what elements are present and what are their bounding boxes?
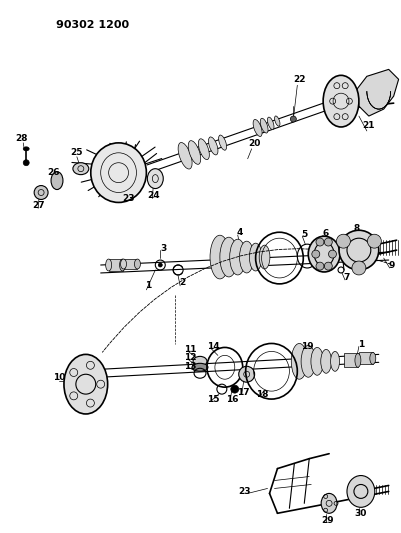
Text: 15: 15 — [207, 394, 219, 403]
Text: 4: 4 — [237, 228, 243, 237]
Polygon shape — [109, 259, 123, 271]
Text: 10: 10 — [53, 373, 65, 382]
Ellipse shape — [316, 238, 324, 246]
Ellipse shape — [311, 348, 324, 375]
Text: 12: 12 — [184, 353, 196, 362]
Text: 22: 22 — [293, 75, 306, 84]
Ellipse shape — [275, 116, 280, 126]
Ellipse shape — [290, 116, 296, 122]
Text: 19: 19 — [301, 342, 314, 351]
Ellipse shape — [91, 143, 146, 203]
Polygon shape — [359, 352, 373, 365]
Ellipse shape — [367, 234, 381, 248]
Ellipse shape — [209, 137, 218, 155]
Ellipse shape — [119, 259, 126, 271]
Ellipse shape — [249, 243, 262, 271]
Ellipse shape — [347, 475, 375, 507]
Ellipse shape — [336, 234, 350, 248]
Text: 21: 21 — [363, 122, 375, 131]
Text: 3: 3 — [160, 244, 166, 253]
Ellipse shape — [352, 261, 366, 275]
Text: 27: 27 — [32, 201, 45, 210]
Ellipse shape — [259, 245, 270, 269]
Ellipse shape — [121, 259, 127, 269]
Text: 90302 1200: 90302 1200 — [56, 20, 129, 30]
Text: 7: 7 — [344, 273, 350, 282]
Ellipse shape — [34, 185, 48, 199]
Ellipse shape — [51, 172, 63, 190]
Text: 20: 20 — [249, 139, 261, 148]
Ellipse shape — [324, 262, 332, 270]
Ellipse shape — [321, 494, 337, 513]
Ellipse shape — [308, 236, 340, 272]
Ellipse shape — [193, 357, 207, 366]
Ellipse shape — [219, 135, 227, 150]
Ellipse shape — [301, 345, 316, 377]
Text: 1: 1 — [145, 281, 152, 290]
Text: 26: 26 — [47, 168, 59, 177]
Ellipse shape — [312, 250, 320, 258]
Ellipse shape — [192, 364, 208, 372]
Ellipse shape — [260, 118, 268, 133]
Ellipse shape — [158, 263, 162, 267]
Text: 2: 2 — [179, 278, 185, 287]
Ellipse shape — [23, 147, 29, 151]
Ellipse shape — [291, 343, 307, 379]
Text: 17: 17 — [237, 387, 250, 397]
Ellipse shape — [253, 119, 262, 136]
Text: 8: 8 — [354, 224, 360, 233]
Text: 9: 9 — [389, 261, 395, 270]
Ellipse shape — [73, 163, 89, 175]
Text: 30: 30 — [355, 509, 367, 518]
Ellipse shape — [23, 160, 29, 166]
Text: 23: 23 — [122, 194, 135, 203]
Text: 23: 23 — [239, 487, 251, 496]
Ellipse shape — [178, 142, 192, 169]
Ellipse shape — [230, 239, 246, 275]
Text: 29: 29 — [321, 516, 333, 524]
Ellipse shape — [134, 259, 140, 269]
Text: 24: 24 — [147, 191, 160, 200]
Text: 13: 13 — [184, 362, 196, 371]
Text: 5: 5 — [301, 230, 308, 239]
Ellipse shape — [210, 235, 230, 279]
Polygon shape — [124, 259, 138, 269]
Text: 18: 18 — [256, 390, 269, 399]
Ellipse shape — [188, 141, 201, 164]
Ellipse shape — [324, 238, 332, 246]
Text: 6: 6 — [322, 229, 328, 238]
Ellipse shape — [198, 139, 209, 159]
Text: 16: 16 — [225, 394, 238, 403]
Polygon shape — [357, 69, 399, 116]
Ellipse shape — [339, 230, 379, 270]
Ellipse shape — [328, 250, 336, 258]
Text: 11: 11 — [184, 345, 196, 354]
Ellipse shape — [316, 262, 324, 270]
Ellipse shape — [148, 168, 163, 189]
Ellipse shape — [105, 259, 111, 271]
Ellipse shape — [355, 353, 361, 367]
Ellipse shape — [267, 117, 274, 130]
Text: 1: 1 — [358, 340, 364, 349]
Text: 14: 14 — [207, 342, 219, 351]
Ellipse shape — [323, 75, 359, 127]
Ellipse shape — [64, 354, 107, 414]
Ellipse shape — [330, 351, 340, 372]
Text: 25: 25 — [71, 148, 83, 157]
Ellipse shape — [231, 385, 239, 393]
Text: 28: 28 — [15, 134, 28, 143]
Ellipse shape — [321, 350, 332, 373]
Ellipse shape — [239, 241, 254, 273]
Polygon shape — [344, 353, 358, 367]
Ellipse shape — [239, 366, 255, 382]
Ellipse shape — [370, 352, 376, 365]
Ellipse shape — [220, 237, 238, 277]
